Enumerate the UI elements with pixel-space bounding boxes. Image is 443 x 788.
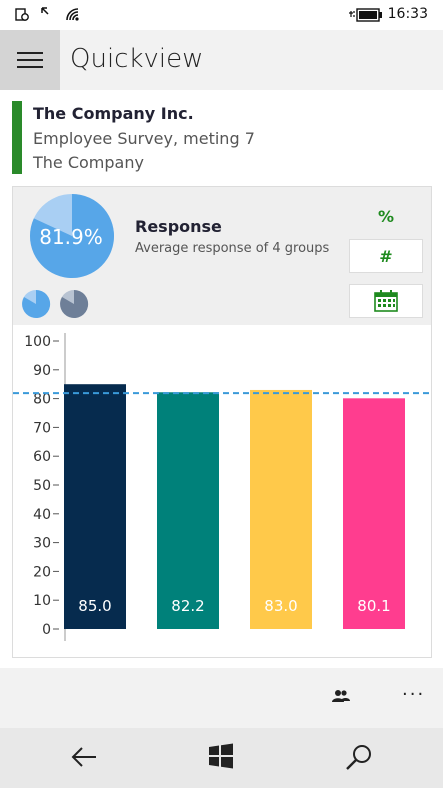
- response-subtitle: Average response of 4 groups: [135, 241, 330, 256]
- hamburger-menu-button[interactable]: [0, 30, 60, 90]
- y-tick-label: 50: [33, 478, 51, 494]
- response-card: 81.9% Response Average response of 4 gro…: [12, 186, 432, 658]
- status-bar: 16:33: [0, 0, 443, 30]
- pie-view-grey-icon[interactable]: [59, 289, 89, 319]
- y-tick-label: 30: [33, 536, 51, 552]
- response-pie-slice: [30, 194, 115, 278]
- count-label: #: [379, 246, 393, 266]
- bar-value-label: 83.0: [264, 597, 297, 615]
- percent-label: %: [377, 206, 395, 226]
- company-name: The Company Inc.: [33, 104, 194, 123]
- bar-value-label: 82.2: [171, 597, 204, 615]
- wifi-icon: [66, 8, 79, 21]
- search-icon[interactable]: [345, 743, 373, 771]
- more-options-button[interactable]: ···: [402, 684, 426, 705]
- y-tick-label: 90: [33, 363, 51, 379]
- y-tick-label: 40: [33, 507, 51, 523]
- y-tick-label: 20: [33, 564, 51, 580]
- bar-value-label: 85.0: [78, 597, 111, 615]
- hamburger-icon: [17, 52, 43, 68]
- y-tick-label: 60: [33, 449, 51, 465]
- percent-toggle-button[interactable]: %: [349, 199, 423, 233]
- organization-name: The Company: [33, 153, 144, 172]
- people-icon[interactable]: [332, 688, 350, 704]
- y-tick-label: 80: [33, 392, 51, 408]
- app-header: Quickview: [0, 30, 443, 90]
- bar-3[interactable]: [250, 389, 312, 629]
- y-tick-label: 10: [33, 593, 51, 609]
- bar-4[interactable]: [343, 398, 405, 629]
- calendar-icon: [374, 290, 398, 312]
- company-accent-bar: [12, 101, 22, 174]
- bar-value-label: 80.1: [357, 597, 390, 615]
- response-percentage: 81.9%: [39, 225, 103, 249]
- survey-name: Employee Survey, meting 7: [33, 129, 255, 148]
- notification-icon: [15, 8, 29, 21]
- data-transfer-icon: [41, 7, 49, 15]
- pie-view-blue-icon[interactable]: [21, 289, 51, 319]
- response-title: Response: [135, 217, 222, 236]
- count-toggle-button[interactable]: #: [349, 239, 423, 273]
- calendar-button[interactable]: [349, 284, 423, 318]
- status-time: 16:33: [387, 6, 428, 22]
- page-title: Quickview: [70, 44, 204, 74]
- y-tick-label: 70: [33, 420, 51, 436]
- bar-1[interactable]: [64, 384, 126, 629]
- response-pie-chart: [30, 194, 115, 278]
- bar-2[interactable]: [157, 392, 219, 629]
- battery-charging-icon: [349, 8, 382, 22]
- back-arrow-icon[interactable]: [70, 743, 98, 771]
- response-bar-chart: 0 10 20 30 40 50 60 70 80 90 100 85.0 82.2 83.0 80.1: [13, 333, 431, 641]
- windows-logo-icon[interactable]: [208, 743, 234, 769]
- y-tick-label: 0: [42, 622, 51, 638]
- y-tick-label: 100: [24, 334, 51, 350]
- company-info: The Company Inc. Employee Survey, meting…: [12, 100, 432, 176]
- app-bar: ···: [0, 668, 443, 728]
- system-navigation-bar: [0, 728, 443, 788]
- chart-type-selector: [21, 289, 89, 319]
- response-summary: 81.9% Response Average response of 4 gro…: [13, 187, 431, 325]
